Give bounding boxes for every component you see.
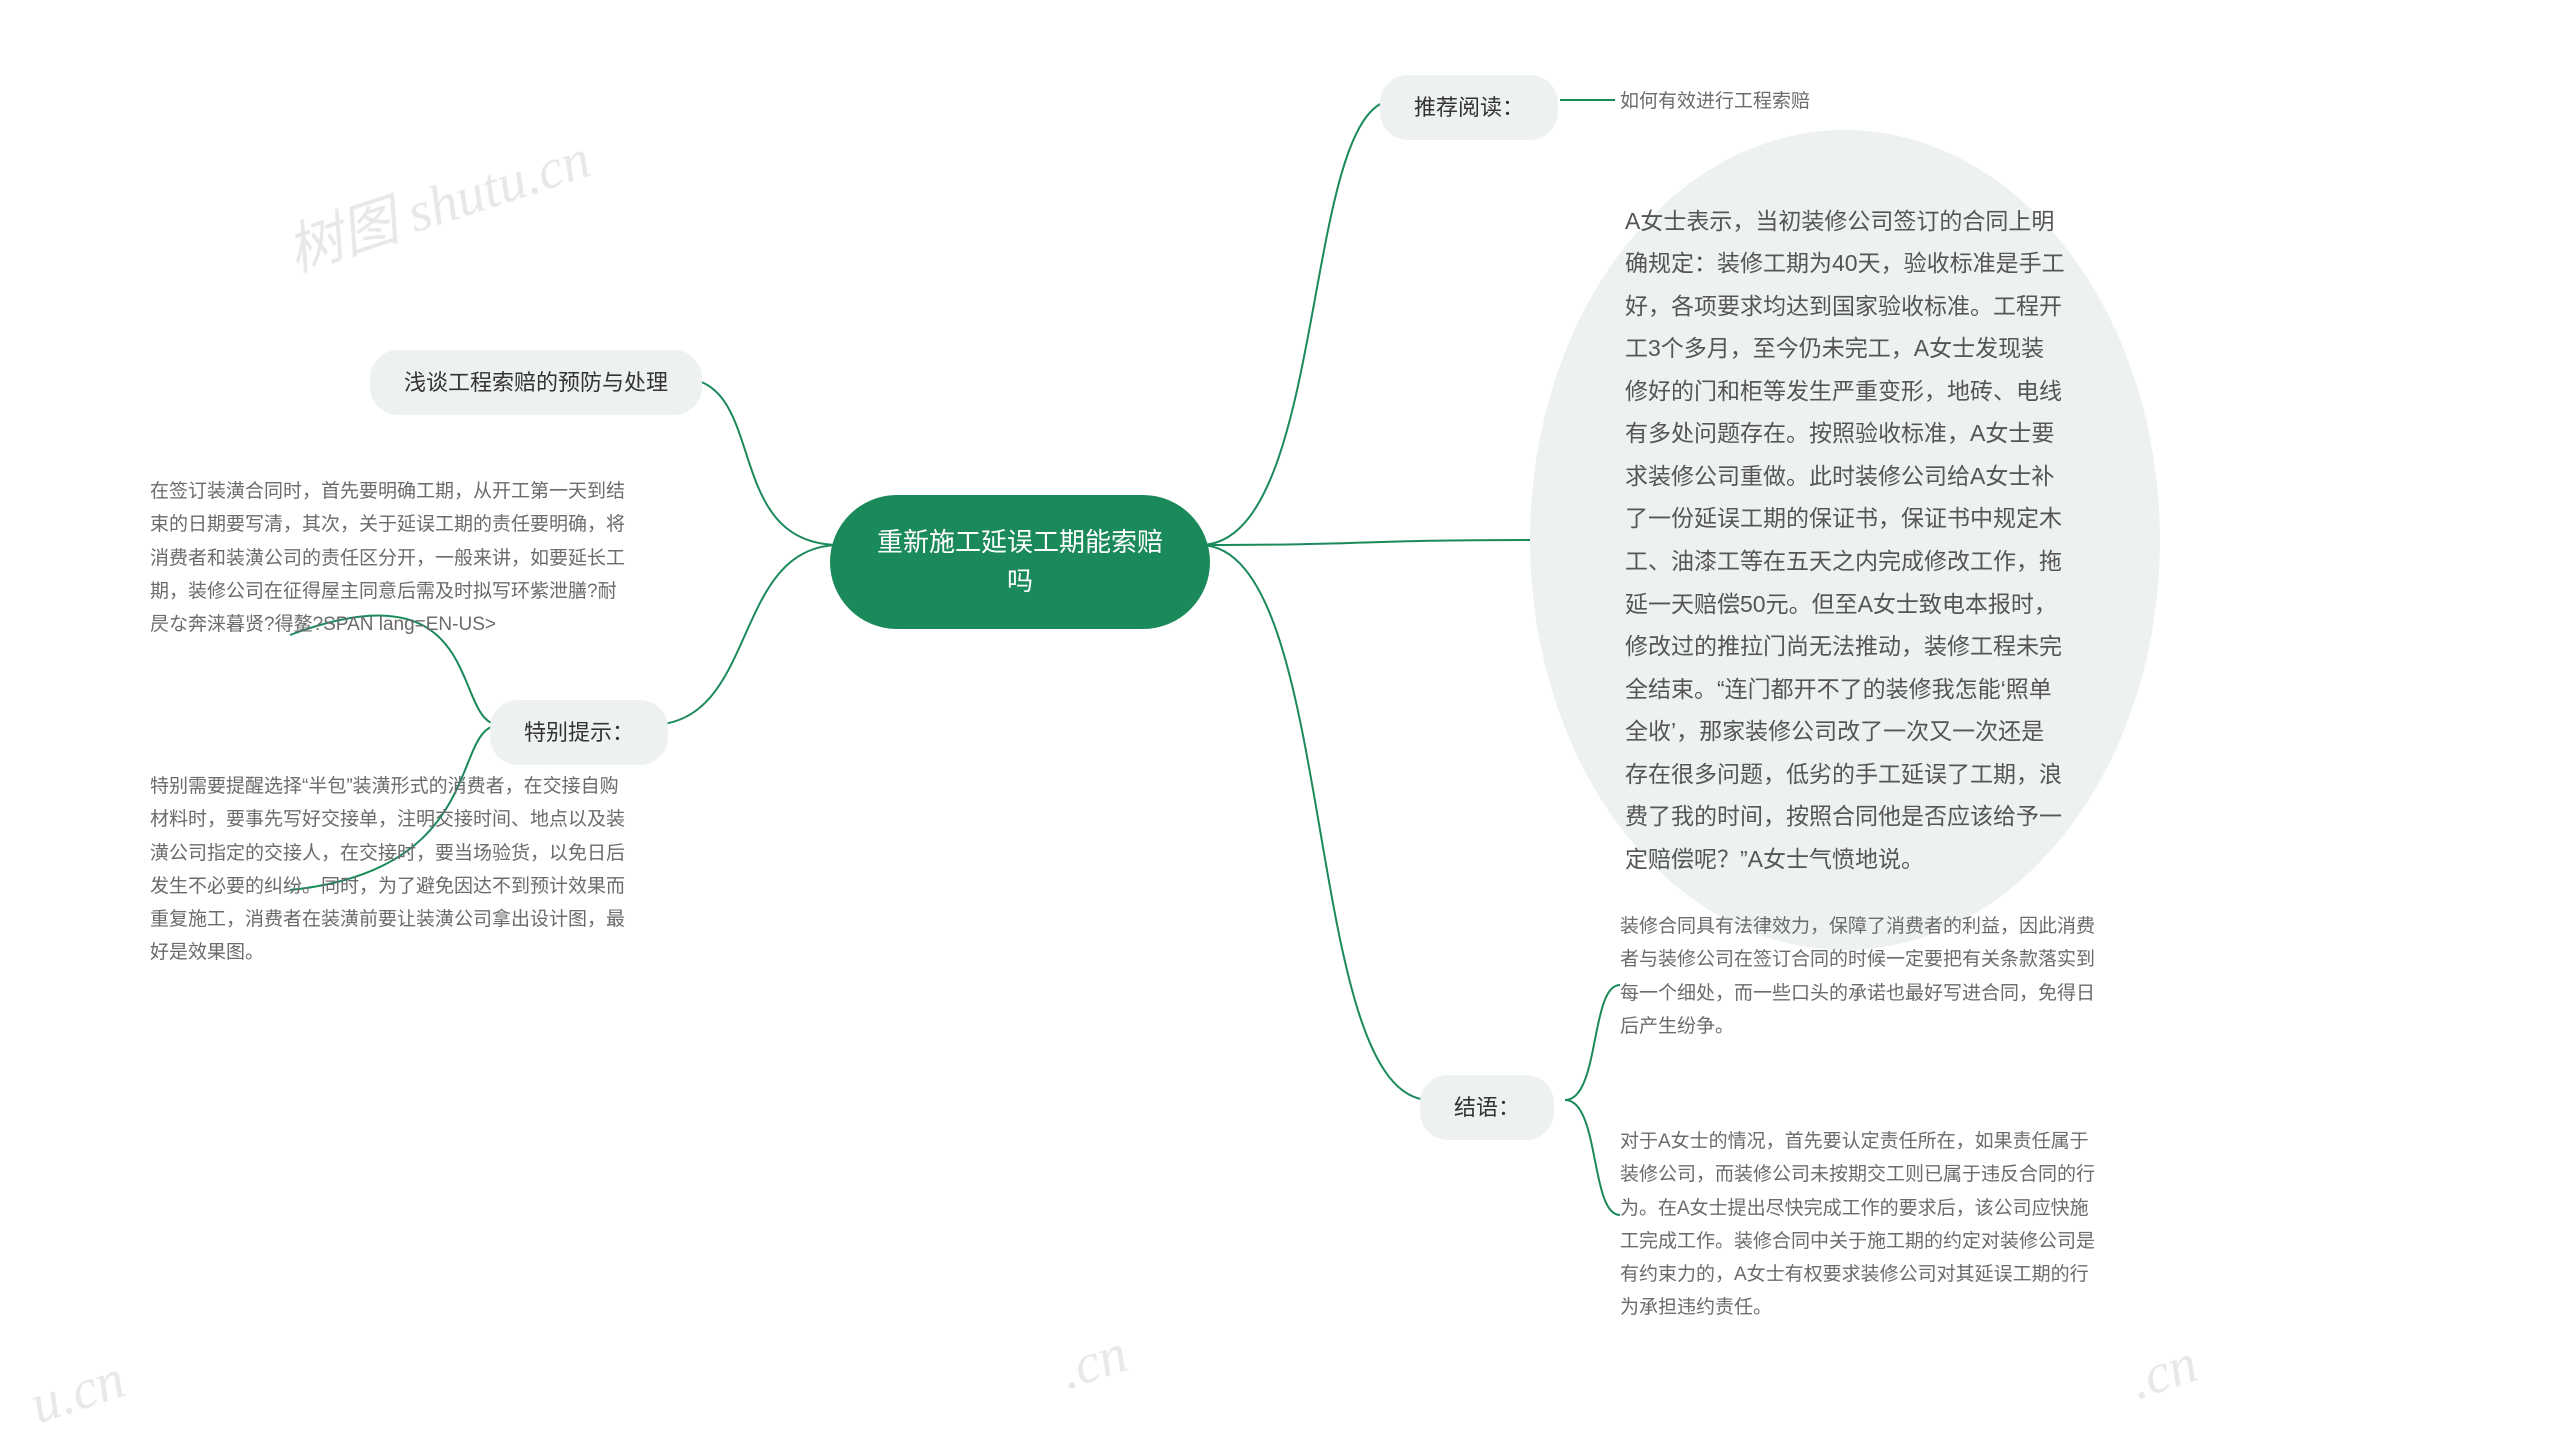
connector-layer — [0, 0, 2560, 1437]
case-text: A女士表示，当初装修公司签订的合同上明确规定：装修工期为40天，验收标准是手工好… — [1625, 200, 2065, 881]
branch-prevention[interactable]: 浅谈工程索赔的预防与处理 — [370, 350, 702, 415]
leaf-conclusion-2: 对于A女士的情况，首先要认定责任所在，如果责任属于装修公司，而装修公司未按期交工… — [1620, 1125, 2100, 1325]
leaf-tips-1: 在签订装潢合同时，首先要明确工期，从开工第一天到结束的日期要写清，其次，关于延误… — [150, 475, 630, 641]
leaf-recommend: 如何有效进行工程索赔 — [1620, 85, 1810, 118]
watermark: .cn — [1052, 1321, 1135, 1403]
root-node[interactable]: 重新施工延误工期能索赔吗 — [830, 495, 1210, 629]
leaf-tips-2: 特别需要提醒选择“半包”装潢形式的消费者，在交接自购材料时，要事先写好交接单，注… — [150, 770, 630, 970]
watermark: .cn — [2122, 1331, 2205, 1413]
branch-conclusion[interactable]: 结语： — [1420, 1075, 1554, 1140]
watermark: u.cn — [22, 1347, 132, 1437]
branch-tips[interactable]: 特别提示： — [490, 700, 668, 765]
watermark: 树图 shutu.cn — [275, 113, 599, 287]
case-bubble[interactable]: A女士表示，当初装修公司签订的合同上明确规定：装修工期为40天，验收标准是手工好… — [1530, 130, 2160, 950]
leaf-conclusion-1: 装修合同具有法律效力，保障了消费者的利益，因此消费者与装修公司在签订合同的时候一… — [1620, 910, 2100, 1043]
branch-recommend[interactable]: 推荐阅读： — [1380, 75, 1558, 140]
